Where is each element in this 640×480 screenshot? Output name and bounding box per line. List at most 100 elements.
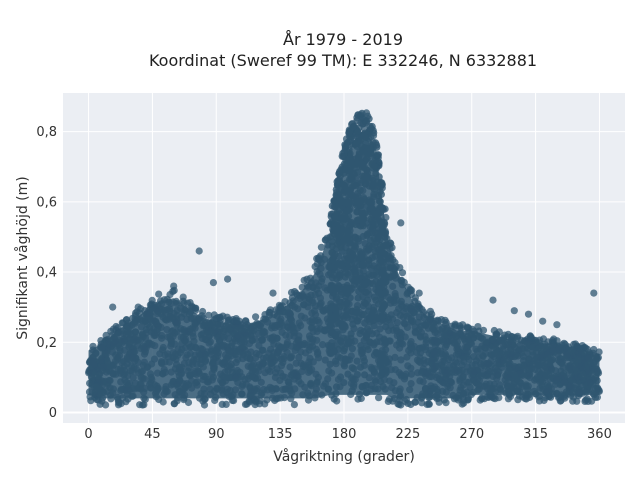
data-point (230, 397, 238, 405)
data-point (375, 394, 383, 402)
outlier-point (170, 282, 178, 290)
data-point (398, 269, 407, 277)
data-point (200, 401, 209, 409)
outlier-point (397, 219, 405, 227)
data-point (219, 312, 227, 320)
data-point (317, 243, 325, 251)
data-point (362, 118, 370, 126)
y-tick-label: 0,2 (36, 336, 57, 351)
data-point (404, 283, 412, 291)
data-point (441, 316, 449, 324)
x-axis-label: Vågriktning (grader) (273, 448, 415, 465)
outlier-point (134, 303, 142, 311)
data-point (581, 344, 590, 352)
x-tick-label: 45 (144, 427, 161, 442)
data-point (112, 322, 120, 331)
data-point (252, 313, 260, 321)
outlier-point (209, 279, 217, 287)
data-point (251, 396, 259, 404)
data-point (266, 308, 274, 316)
x-tick-label: 90 (208, 427, 225, 442)
data-point (550, 335, 558, 343)
data-point (170, 400, 178, 408)
data-point (97, 337, 105, 345)
data-point (330, 197, 338, 205)
x-axis-ticks: 0 45 90 135 180 225 270 315 360 (84, 427, 611, 442)
data-point (338, 152, 346, 160)
data-point (229, 316, 237, 324)
x-tick-label: 0 (84, 427, 92, 442)
data-point (593, 393, 602, 401)
data-point (487, 393, 495, 401)
data-point (367, 124, 375, 133)
y-tick-label: 0,4 (36, 266, 57, 281)
x-tick-label: 135 (268, 427, 293, 442)
data-point (463, 323, 471, 331)
y-tick-label: 0 (49, 406, 57, 421)
data-point (569, 397, 577, 405)
data-point (210, 311, 218, 319)
data-point (184, 398, 193, 407)
data-point (94, 396, 102, 404)
data-point (287, 288, 296, 297)
outlier-point (510, 307, 518, 315)
data-point (102, 331, 110, 339)
x-tick-label: 225 (395, 427, 420, 442)
outlier-point (415, 289, 423, 297)
data-point (504, 395, 512, 403)
outlier-point (539, 317, 547, 325)
outlier-point (269, 289, 277, 297)
data-point (102, 401, 110, 409)
outlier-point (553, 321, 561, 329)
data-point (345, 129, 353, 137)
data-point (373, 141, 381, 149)
data-point (571, 340, 580, 348)
y-tick-label: 0,6 (36, 195, 57, 210)
data-point (205, 311, 213, 319)
data-point (478, 395, 486, 403)
data-point (353, 117, 361, 125)
data-point (290, 401, 298, 409)
chart-title-line-1: År 1979 - 2019 (283, 30, 403, 49)
x-tick-label: 180 (332, 427, 357, 442)
data-point (344, 141, 352, 149)
x-tick-label: 270 (459, 427, 484, 442)
data-point (464, 394, 472, 402)
y-axis-ticks: 0 0,2 0,4 0,6 0,8 (36, 125, 57, 421)
data-point (211, 396, 219, 405)
data-point (136, 401, 144, 409)
x-tick-label: 360 (587, 427, 612, 442)
data-point (423, 400, 431, 409)
data-point (118, 319, 126, 327)
data-point (300, 276, 308, 284)
data-point (354, 128, 362, 136)
data-point (114, 398, 123, 406)
data-point (155, 290, 163, 298)
data-point (374, 151, 382, 159)
outlier-point (489, 296, 497, 304)
x-tick-label: 315 (523, 427, 548, 442)
y-tick-label: 0,8 (36, 125, 57, 140)
outlier-point (195, 247, 203, 255)
data-points (85, 109, 603, 409)
outlier-point (590, 289, 598, 297)
dense-point-cloud (88, 132, 600, 399)
data-point (389, 397, 397, 405)
data-point (513, 334, 522, 342)
data-point (460, 399, 468, 407)
outlier-point (224, 275, 232, 283)
data-point (358, 109, 366, 117)
data-point (501, 331, 509, 339)
chart-title-line-2: Koordinat (Sweref 99 TM): E 332246, N 63… (149, 51, 537, 70)
data-point (582, 396, 590, 404)
outlier-point (524, 310, 533, 318)
data-point (535, 397, 544, 405)
data-point (330, 395, 338, 403)
data-point (188, 302, 196, 310)
data-point (395, 396, 403, 404)
outlier-point (109, 303, 117, 311)
data-point (451, 321, 459, 330)
data-point (218, 400, 226, 408)
data-point (544, 338, 552, 346)
